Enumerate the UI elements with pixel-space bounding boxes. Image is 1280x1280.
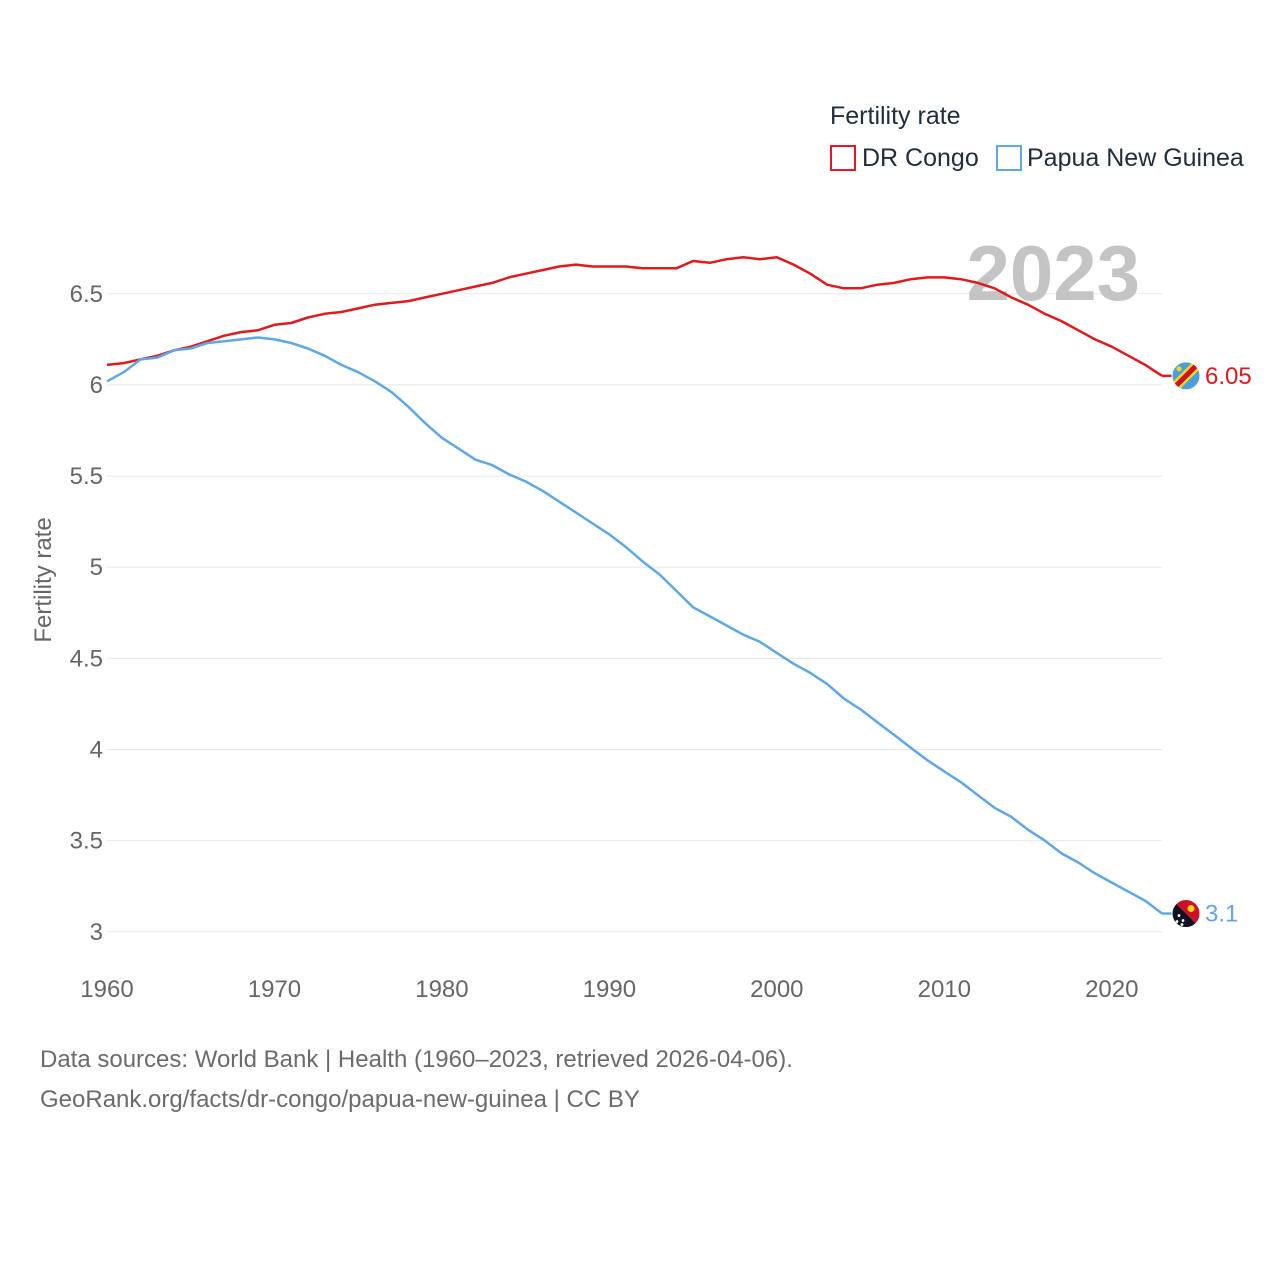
x-tick-label: 1960 <box>80 976 133 1003</box>
y-tick-label: 5.5 <box>70 463 103 490</box>
source-line-2: GeoRank.org/facts/dr-congo/papua-new-gui… <box>40 1086 640 1113</box>
flag-icon-dr-congo <box>1171 361 1201 391</box>
x-tick-label: 2000 <box>750 976 803 1003</box>
legend-title: Fertility rate <box>830 102 961 130</box>
x-tick-label: 1980 <box>415 976 468 1003</box>
gridlines <box>107 293 1162 933</box>
x-axis-ticks: 1960 1970 1980 1990 2000 2010 2020 <box>80 976 1138 1003</box>
series-lines <box>106 256 1163 915</box>
year-watermark: 2023 <box>966 229 1140 317</box>
y-tick-label: 3 <box>90 919 103 946</box>
y-axis-ticks: 3 3.5 4 4.5 5 5.5 6 6.5 <box>70 281 103 946</box>
y-tick-label: 3.5 <box>70 828 103 855</box>
x-tick-label: 2010 <box>918 976 971 1003</box>
legend-swatch-dr-congo <box>830 145 856 171</box>
series-end-markers: 6.05 3.1 <box>1162 361 1252 929</box>
y-tick-label: 5 <box>90 554 103 581</box>
legend-label-papua-new-guinea: Papua New Guinea <box>1027 144 1244 172</box>
series-line-dr-congo <box>106 256 1163 377</box>
source-footer: Data sources: World Bank | Health (1960–… <box>40 1040 793 1120</box>
x-tick-label: 2020 <box>1085 976 1138 1003</box>
end-value-label-dr-congo: 6.05 <box>1205 363 1252 390</box>
legend-label-dr-congo: DR Congo <box>862 144 979 172</box>
legend-swatch-papua-new-guinea <box>996 145 1022 171</box>
legend: Fertility rate DR Congo Papua New Guinea <box>830 102 1244 172</box>
y-tick-label: 4 <box>90 736 103 763</box>
y-tick-label: 6.5 <box>70 281 103 308</box>
series-line-papua-new-guinea <box>106 336 1163 915</box>
y-tick-label: 4.5 <box>70 645 103 672</box>
end-value-label-papua-new-guinea: 3.1 <box>1205 901 1238 928</box>
y-tick-label: 6 <box>90 372 103 399</box>
x-tick-label: 1990 <box>583 976 636 1003</box>
y-axis-title: Fertility rate <box>30 517 57 642</box>
source-line-1: Data sources: World Bank | Health (1960–… <box>40 1046 793 1073</box>
x-tick-label: 1970 <box>248 976 301 1003</box>
flag-icon-papua-new-guinea <box>1171 899 1201 929</box>
